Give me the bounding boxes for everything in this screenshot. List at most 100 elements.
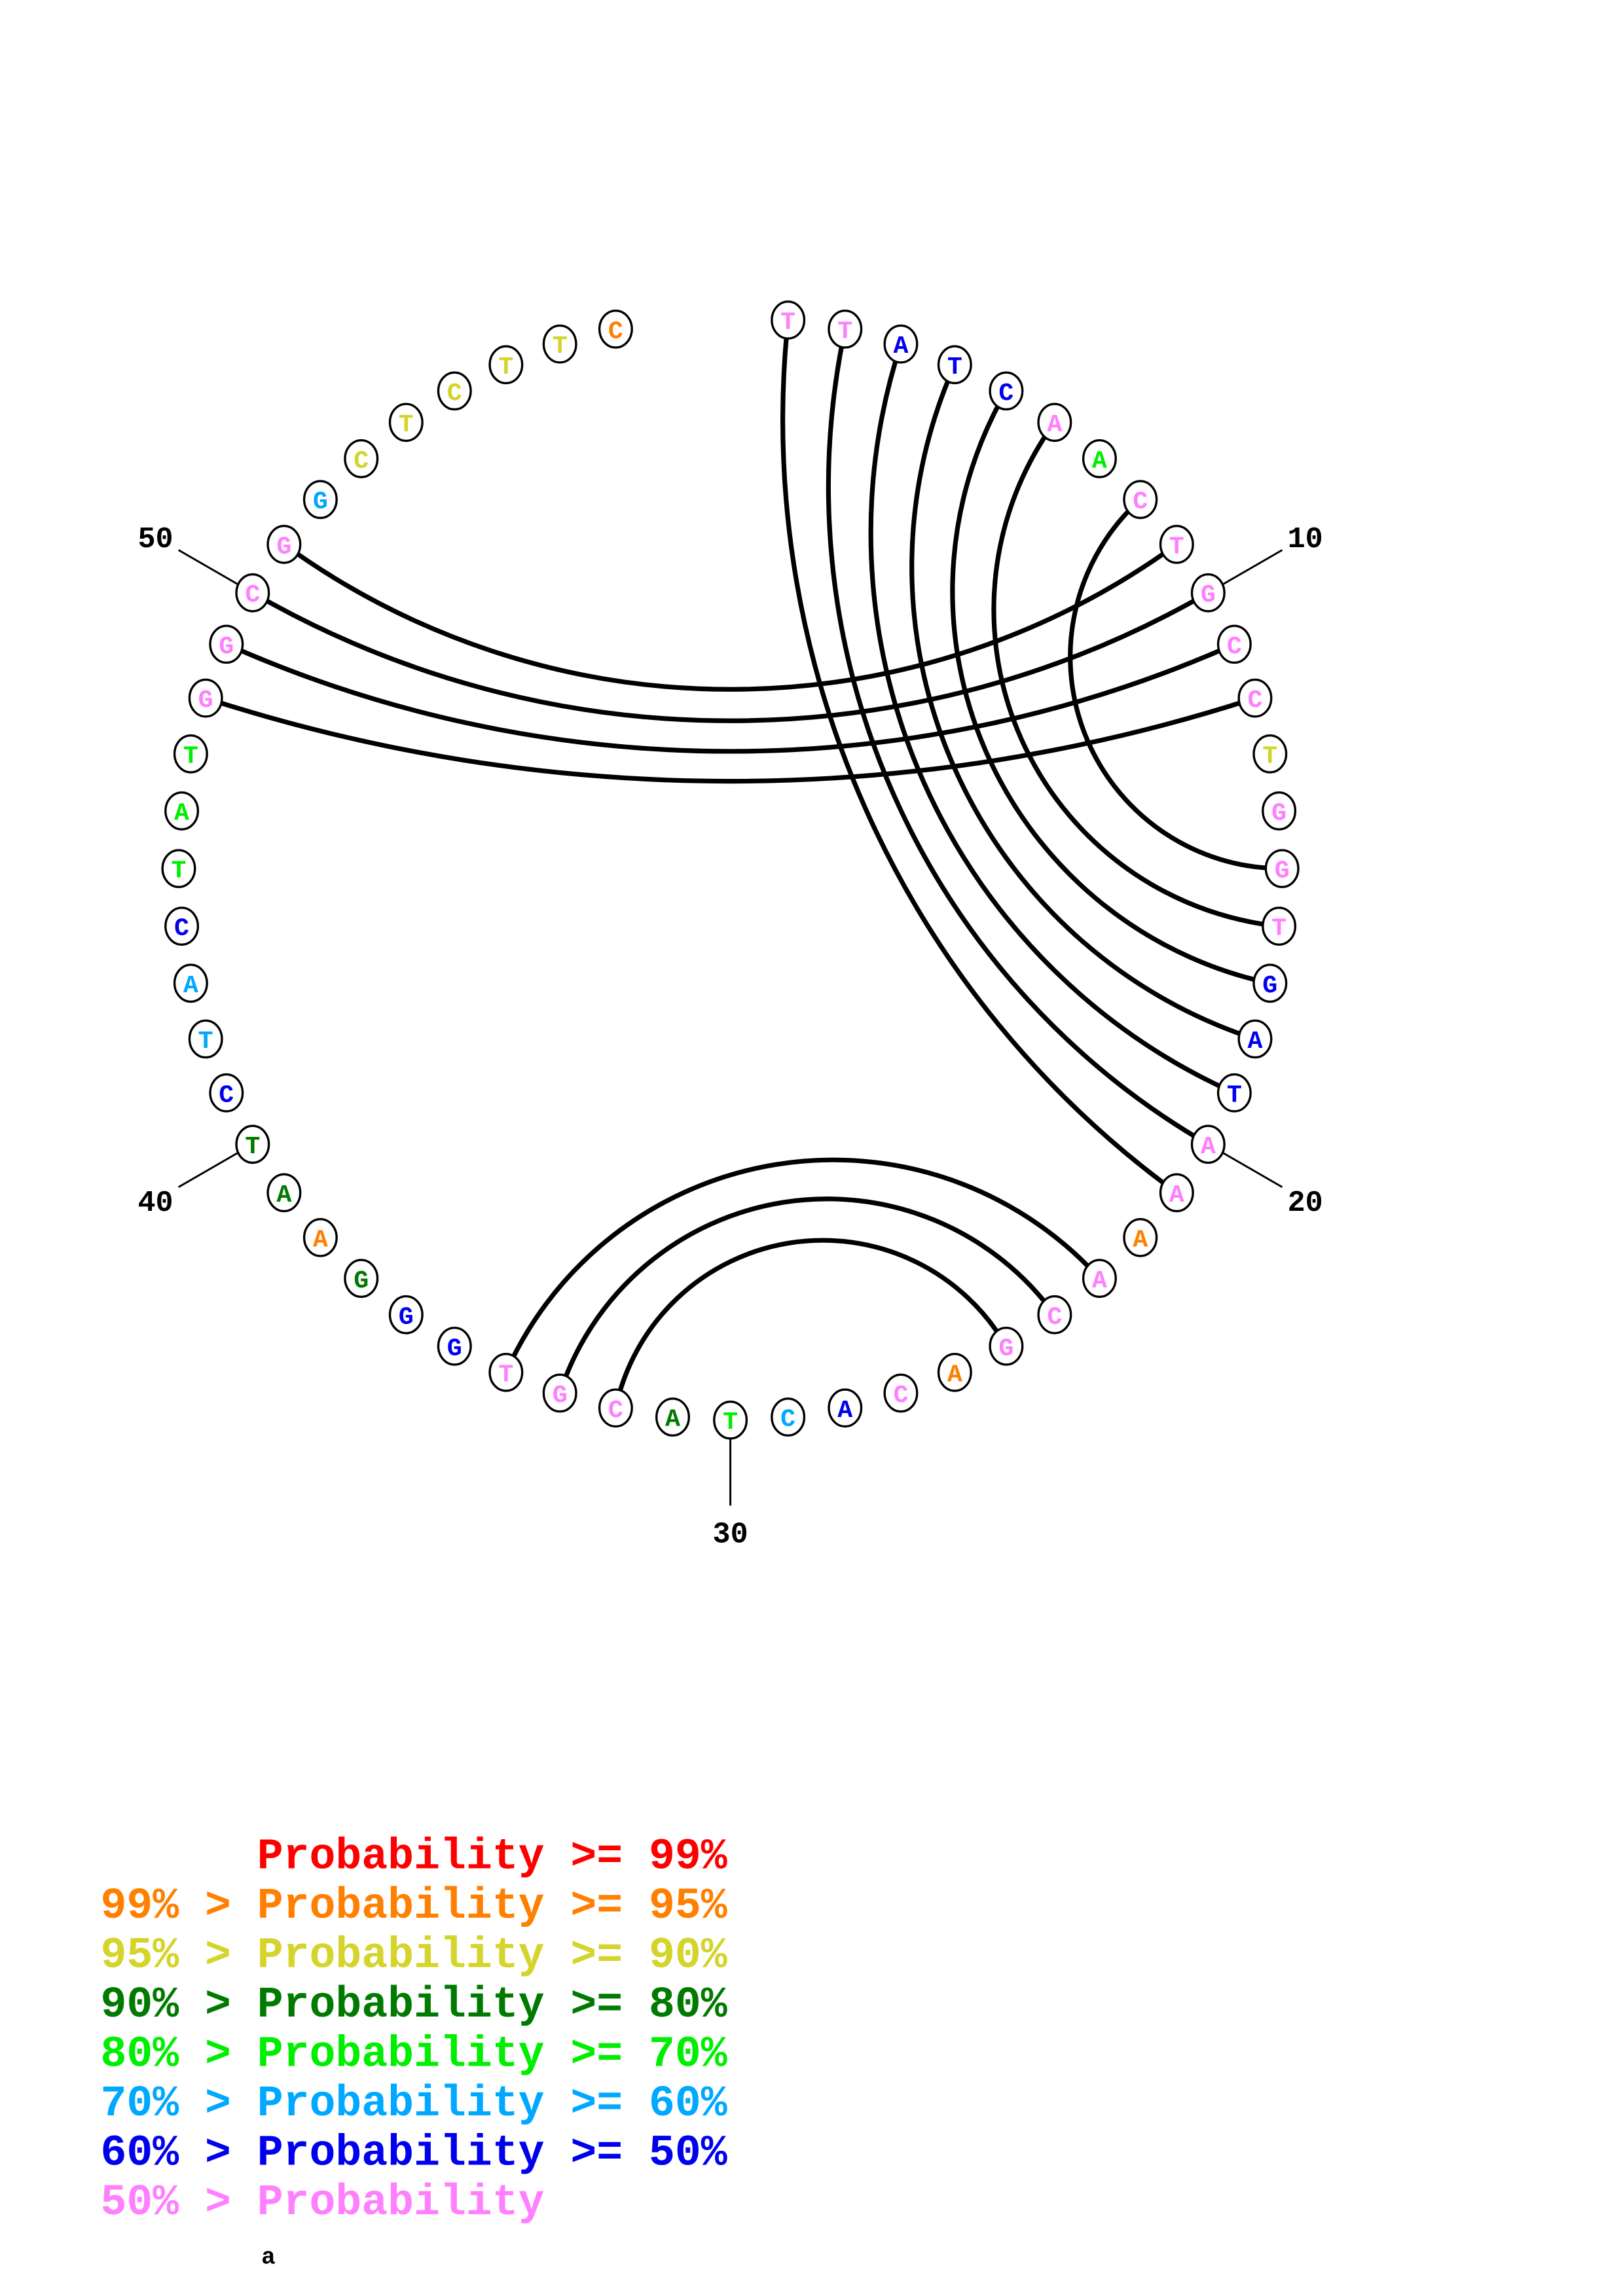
nucleotide-circle [598,309,633,349]
nucleotide-letter: C [893,1381,908,1410]
nucleotide: G [266,524,302,564]
base-pair-arc [205,696,1256,784]
nucleotide: A [1123,1218,1158,1257]
nucleotide-letter: A [1092,1266,1107,1295]
nucleotide-circle [188,678,223,718]
nucleotide-circle [1252,963,1288,1003]
nucleotide-circle [989,371,1024,411]
legend-row-below-50: 50% > Probability [101,2178,545,2227]
nucleotide-letter: A [1169,1181,1184,1210]
nucleotide-letter: G [1201,581,1216,609]
nucleotide-letter: C [998,379,1013,408]
nucleotide: A [1082,1259,1117,1299]
nucleotide-circle [883,324,919,364]
nucleotide-circle [488,1352,524,1392]
nucleotide-circle [173,734,208,774]
base-pair-arc [503,1157,1102,1374]
nucleotide-circle [1252,734,1288,774]
base-pair-arc [780,319,1178,1195]
nucleotide: T [771,300,806,340]
nucleotide-circle [173,963,208,1003]
nucleotide-letter: G [276,532,291,561]
nucleotide-letter: G [447,1334,462,1363]
nucleotide: A [1159,1173,1194,1213]
nucleotide-letter: C [1247,686,1262,715]
position-label: 50 [138,522,173,556]
nucleotide: C [164,906,200,946]
nucleotide: G [388,1295,424,1335]
nucleotide-letter: T [947,353,962,382]
nucleotide-circle [937,345,972,385]
nucleotide: G [989,1326,1024,1366]
nucleotide-letter: G [219,632,234,661]
nucleotide-circle [388,1295,424,1335]
nucleotide: T [542,324,577,364]
nucleotide-circle [209,624,244,664]
position-label: 40 [138,1186,173,1220]
nucleotide-letter: A [174,798,189,827]
position-tick [177,549,238,585]
nucleotide-ring: T TATCAACTGCCTGGTGATAAAACGACACTACGTGGGAAT… [161,300,1300,1440]
nucleotide-circle [713,1400,748,1440]
nucleotide-letter: G [399,1302,414,1331]
nucleotide-circle [488,345,524,385]
nucleotide-letter: C [780,1405,795,1434]
legend-row-90: 95% > Probability >= 90% [101,1931,727,1981]
base-pair-arc [251,590,1210,723]
nucleotide: A [1190,1124,1226,1164]
nucleotide-letter: T [399,410,414,439]
nucleotide: T [188,1019,223,1059]
nucleotide-circle [883,1373,919,1413]
nucleotide-circle [771,300,806,340]
nucleotide: G [542,1373,577,1413]
nucleotide-letter: A [183,971,198,1000]
nucleotide-circle [1159,1173,1194,1213]
nucleotide: T [1159,524,1194,564]
nucleotide-circle [437,371,472,411]
nucleotide-circle [828,1388,863,1428]
base-pair-arc [225,642,1235,754]
nucleotide-letter: C [245,581,260,609]
legend-row-99: Probability >= 99% [101,1833,727,1882]
nucleotide-letter: A [313,1225,328,1254]
nucleotide: A [1037,403,1072,442]
nucleotide-circle [655,1397,690,1437]
nucleotide-letter: C [1047,1302,1062,1331]
nucleotide-letter: C [608,1396,623,1425]
nucleotide-letter: G [313,488,328,516]
nucleotide-letter: T [837,317,852,346]
nucleotide-circle [1216,624,1252,664]
nucleotide-letter: C [219,1081,234,1109]
nucleotide-letter: A [947,1360,962,1389]
nucleotide-letter: T [780,308,795,337]
nucleotide-circle [188,1019,223,1059]
legend-row-50: 60% > Probability >= 50% [101,2128,727,2178]
nucleotide-circle [1037,1295,1072,1335]
nucleotide-letter: G [1275,857,1290,886]
nucleotide-letter: C [608,317,623,346]
position-tick [1223,549,1283,585]
nucleotide: T [828,309,863,349]
nucleotide-letter: C [447,379,462,408]
nucleotide-circle [1123,480,1158,520]
nucleotide-circle [937,1352,972,1392]
nucleotide-letter: T [183,742,198,770]
position-label: 20 [1288,1186,1323,1220]
nucleotide-circle [209,1073,244,1113]
nucleotide-circle [266,1173,302,1213]
nucleotide-circle [542,324,577,364]
nucleotide: C [1237,678,1273,718]
nucleotide-letter: G [1262,971,1277,1000]
nucleotide-circle [164,906,200,946]
nucleotide-circle [302,1218,338,1257]
legend-row-80: 90% > Probability >= 80% [101,1981,727,2030]
nucleotide: G [437,1326,472,1366]
nucleotide-circle [1262,906,1297,946]
nucleotide: C [1037,1295,1072,1335]
nucleotide: T [235,1124,270,1164]
nucleotide-letter: A [1201,1132,1216,1161]
legend-row-60: 70% > Probability >= 60% [101,2079,727,2128]
nucleotide-circle [344,439,379,478]
nucleotide-circle [1159,524,1194,564]
nucleotide-circle [1037,403,1072,442]
